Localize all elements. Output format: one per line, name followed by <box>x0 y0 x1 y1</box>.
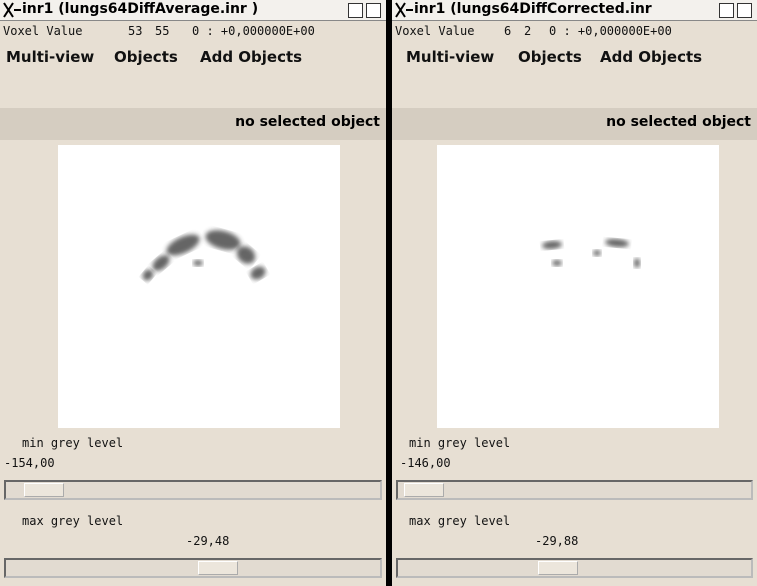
close-button[interactable] <box>737 3 752 18</box>
voxel-x: 53 <box>128 24 143 38</box>
image-view <box>58 145 340 428</box>
slider-thumb[interactable] <box>198 561 238 575</box>
x-logo <box>3 2 21 18</box>
slider-track[interactable] <box>396 558 753 578</box>
window-title: inr1 (lungs64DiffCorrected.inr <box>414 1 652 17</box>
iconify-button[interactable] <box>348 3 363 18</box>
slider-label: max grey level <box>409 514 511 528</box>
voxel-label: Voxel Value <box>395 24 475 38</box>
status-bar: no selected object <box>0 108 386 140</box>
slider-value: -29,48 <box>186 534 230 548</box>
slider-value: -29,88 <box>535 534 579 548</box>
status-text: no selected object <box>606 114 751 130</box>
voxel-x: 6 <box>504 24 512 38</box>
menu-item[interactable]: Add Objects <box>200 48 303 66</box>
menu-item[interactable]: Objects <box>518 48 582 66</box>
slider-value: -146,00 <box>400 456 451 470</box>
slider-label: max grey level <box>22 514 124 528</box>
menu-item[interactable]: Add Objects <box>600 48 703 66</box>
lung-image <box>542 238 640 268</box>
slider-track[interactable] <box>4 480 382 500</box>
menu-item[interactable]: Objects <box>114 48 178 66</box>
lung-image <box>142 230 266 281</box>
status-bar: no selected object <box>392 108 757 140</box>
slider-label: min grey level <box>22 436 124 450</box>
slider-thumb[interactable] <box>24 483 64 497</box>
menu-item[interactable]: Multi-view <box>406 48 495 66</box>
status-text: no selected object <box>235 114 380 130</box>
slider-track[interactable] <box>4 558 382 578</box>
slider-thumb[interactable] <box>538 561 578 575</box>
title-bar: inr1 (lungs64DiffAverage.inr ) <box>0 0 386 21</box>
slider-thumb[interactable] <box>404 483 444 497</box>
menu-item[interactable]: Multi-view <box>6 48 95 66</box>
window: inr1 (lungs64DiffCorrected.inr Voxel Valu… <box>392 0 757 586</box>
voxel-y: 55 <box>155 24 170 38</box>
voxel-label: Voxel Value <box>3 24 83 38</box>
slider-label: min grey level <box>409 436 511 450</box>
slider-value: -154,00 <box>4 456 55 470</box>
iconify-button[interactable] <box>719 3 734 18</box>
window: inr1 (lungs64DiffAverage.inr ) Voxel Valu… <box>0 0 386 586</box>
voxel-value: 0 : +0,000000E+00 <box>192 24 315 38</box>
title-bar: inr1 (lungs64DiffCorrected.inr <box>392 0 757 21</box>
x-logo <box>395 2 413 18</box>
voxel-y: 2 <box>524 24 532 38</box>
window-title: inr1 (lungs64DiffAverage.inr ) <box>22 1 259 17</box>
voxel-value: 0 : +0,000000E+00 <box>549 24 672 38</box>
image-view <box>437 145 719 428</box>
slider-track[interactable] <box>396 480 753 500</box>
close-button[interactable] <box>366 3 381 18</box>
